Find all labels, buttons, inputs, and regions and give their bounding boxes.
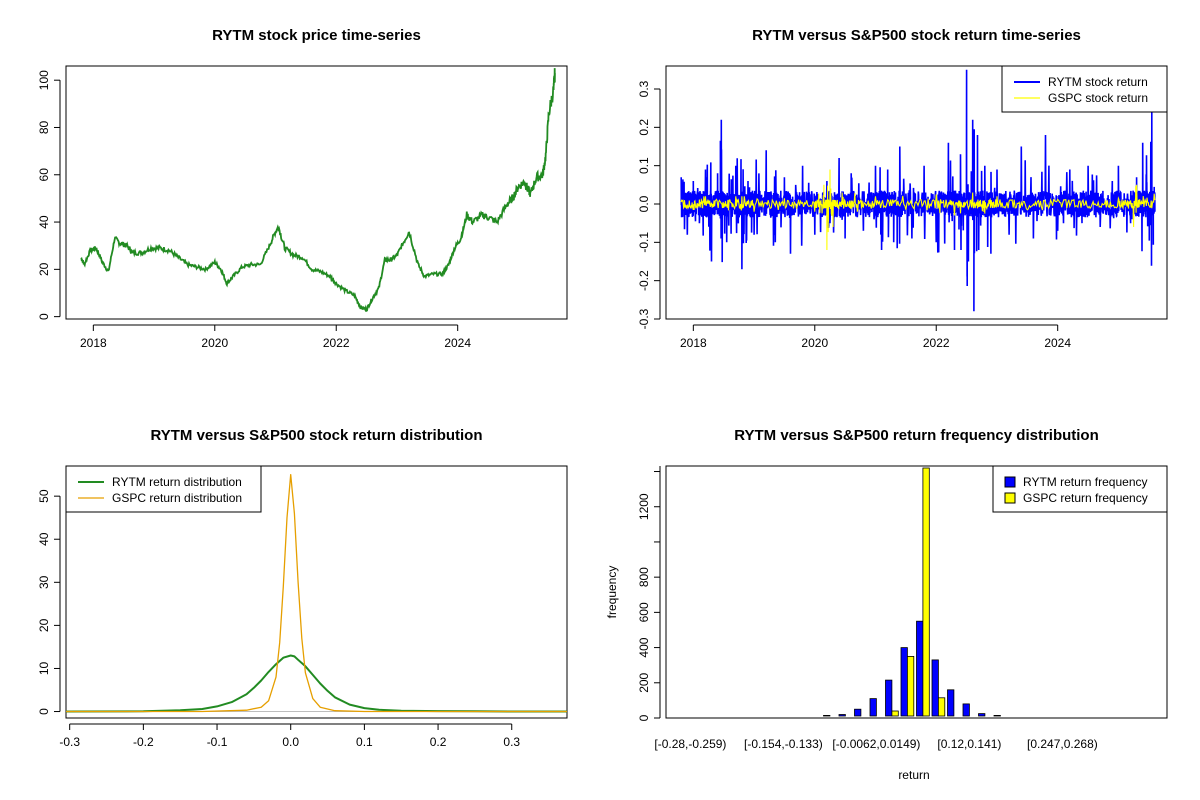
- legend-label: GSPC return distribution: [112, 491, 242, 505]
- rytm-density-curve: [65, 654, 567, 713]
- rytm-frequency-bar: [854, 708, 862, 717]
- price-series-line: [80, 68, 556, 312]
- gspc-density-curve: [66, 473, 567, 713]
- legend-swatch: [1004, 476, 1016, 488]
- y-tick-label: 30: [37, 575, 51, 589]
- gspc-frequency-bar: [922, 467, 930, 717]
- x-tick-label: 2022: [923, 336, 950, 350]
- gspc-frequency-bar: [938, 697, 946, 717]
- legend-swatch: [1004, 492, 1016, 504]
- y-tick-label: 1200: [637, 493, 651, 520]
- y-tick-label: 0.3: [637, 80, 651, 97]
- y-tick-label: 40: [37, 532, 51, 546]
- x-tick-label: [0.247,0.268): [1027, 737, 1098, 751]
- y-tick-label: 60: [37, 168, 51, 182]
- rytm-frequency-bar: [993, 715, 1001, 717]
- legend-label: RYTM return frequency: [1023, 475, 1148, 489]
- rytm-frequency-bar: [916, 620, 924, 717]
- legend-label: GSPC return frequency: [1023, 491, 1148, 505]
- x-tick-label: 0.2: [430, 735, 447, 749]
- rytm-frequency-bar: [978, 713, 986, 717]
- y-tick-label: 20: [37, 262, 51, 276]
- rytm-frequency-bar: [885, 679, 893, 717]
- x-tick-label: 2022: [323, 336, 350, 350]
- y-tick-label: -0.3: [637, 308, 651, 329]
- chart-title: RYTM versus S&P500 return frequency dist…: [734, 427, 1099, 444]
- plot-frame: [665, 65, 1168, 320]
- y-tick-label: -0.2: [637, 270, 651, 291]
- x-tick-label: 2020: [201, 336, 228, 350]
- rytm-return-line: [680, 69, 1156, 312]
- y-tick-label: 0: [37, 313, 51, 320]
- y-axis-label: frequency: [605, 566, 619, 619]
- x-tick-label: -0.1: [207, 735, 228, 749]
- rytm-frequency-bar: [838, 714, 846, 717]
- x-tick-label: 2018: [680, 336, 707, 350]
- rytm-frequency-bar: [823, 715, 831, 717]
- rytm-frequency-bar: [931, 659, 939, 717]
- gspc-frequency-bar: [891, 710, 899, 717]
- legend-box: [65, 465, 262, 513]
- legend-label: RYTM stock return: [1048, 75, 1148, 89]
- x-tick-label: [-0.154,-0.133): [744, 737, 823, 751]
- rytm-frequency-bar: [947, 689, 955, 717]
- x-tick-label: 0.0: [282, 735, 299, 749]
- y-tick-label: 800: [637, 567, 651, 587]
- y-tick-label: 20: [37, 618, 51, 632]
- x-tick-label: [-0.28,-0.259): [654, 737, 726, 751]
- y-tick-label: 0.0: [637, 195, 651, 212]
- legend-box: [1001, 65, 1168, 113]
- rytm-frequency-bar: [962, 703, 970, 717]
- legend-label: RYTM return distribution: [112, 475, 242, 489]
- y-tick-label: 400: [637, 637, 651, 657]
- x-axis-label: return: [898, 768, 929, 782]
- y-tick-label: 10: [37, 661, 51, 675]
- y-tick-label: 600: [637, 602, 651, 622]
- gspc-frequency-bar: [907, 656, 915, 717]
- y-tick-label: 100: [37, 70, 51, 90]
- y-tick-label: 80: [37, 120, 51, 134]
- legend-box: [992, 465, 1168, 513]
- chart-title: RYTM versus S&P500 stock return time-ser…: [752, 27, 1081, 44]
- x-tick-label: 0.3: [503, 735, 520, 749]
- x-tick-label: 2020: [801, 336, 828, 350]
- x-tick-label: 2018: [80, 336, 107, 350]
- y-tick-label: 0: [37, 708, 51, 715]
- y-tick-label: 40: [37, 215, 51, 229]
- chart-title: RYTM stock price time-series: [212, 27, 421, 44]
- x-tick-label: 2024: [1044, 336, 1071, 350]
- x-tick-label: 2024: [444, 336, 471, 350]
- x-tick-label: -0.2: [133, 735, 154, 749]
- chart-title: RYTM versus S&P500 stock return distribu…: [150, 427, 482, 444]
- gspc-return-line: [680, 169, 1156, 251]
- y-tick-label: 0.2: [637, 119, 651, 136]
- plot-frame: [665, 465, 1168, 719]
- plot-frame: [65, 465, 568, 719]
- legend-label: GSPC stock return: [1048, 91, 1148, 105]
- x-tick-label: [0.12,0.141): [937, 737, 1001, 751]
- x-tick-label: -0.3: [59, 735, 80, 749]
- y-tick-label: 200: [637, 672, 651, 692]
- y-tick-label: 0.1: [637, 157, 651, 174]
- plot-frame: [65, 65, 568, 320]
- x-tick-label: 0.1: [356, 735, 373, 749]
- x-tick-label: [-0.0062,0.0149): [832, 737, 920, 751]
- rytm-frequency-bar: [900, 647, 908, 717]
- y-tick-label: -0.1: [637, 232, 651, 253]
- y-tick-label: 0: [637, 714, 651, 721]
- rytm-frequency-bar: [869, 698, 877, 717]
- y-tick-label: 50: [37, 489, 51, 503]
